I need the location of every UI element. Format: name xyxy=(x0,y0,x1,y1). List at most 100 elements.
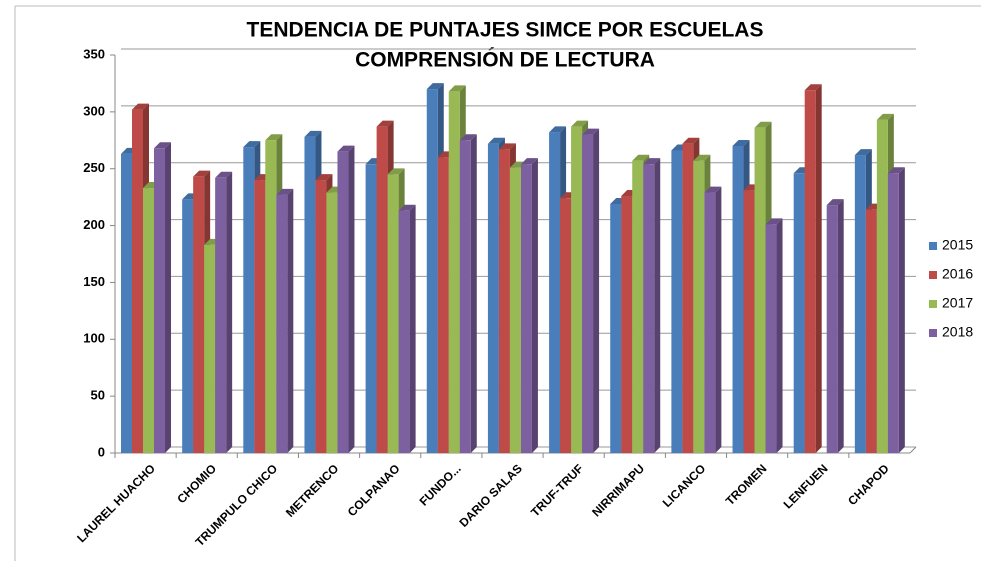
bar xyxy=(326,192,338,453)
bar xyxy=(265,140,277,454)
bar xyxy=(459,140,471,454)
bar-top xyxy=(804,84,822,91)
legend-label: 2018 xyxy=(942,324,973,340)
chart-subtitle: COMPRENSIÓN DE LECTURA xyxy=(355,48,655,72)
bar-side xyxy=(348,145,355,453)
legend-label: 2016 xyxy=(942,266,973,282)
bar xyxy=(276,194,288,453)
bar xyxy=(337,151,349,453)
bar xyxy=(193,176,205,453)
bar-top xyxy=(426,83,444,90)
bar-top xyxy=(398,204,416,211)
bar xyxy=(632,160,644,454)
bar-top xyxy=(682,137,700,144)
legend-swatch xyxy=(929,242,937,250)
bar xyxy=(621,196,633,453)
bar-top xyxy=(132,103,149,110)
bar-top xyxy=(549,126,567,133)
bar xyxy=(793,173,805,453)
legend-swatch xyxy=(929,300,937,308)
floor-edge xyxy=(909,446,917,454)
bar xyxy=(865,209,877,453)
bar-top xyxy=(732,139,750,146)
bar-top xyxy=(571,120,589,127)
bar-side xyxy=(470,134,477,454)
bar xyxy=(887,173,899,453)
bar-top xyxy=(459,134,477,141)
bar-top xyxy=(315,174,333,181)
bar xyxy=(387,174,399,453)
y-tick-label: 250 xyxy=(83,160,105,175)
bar-top xyxy=(376,120,394,127)
y-tick-label: 50 xyxy=(91,388,105,403)
bar-top xyxy=(265,134,283,141)
bar-top xyxy=(765,218,783,225)
bar xyxy=(682,143,694,453)
bar xyxy=(498,149,510,453)
bar-top xyxy=(243,141,261,148)
bar-side xyxy=(898,167,905,453)
bar-side xyxy=(837,199,844,453)
bar-top xyxy=(632,154,650,161)
bar-top xyxy=(498,143,516,150)
bar-side xyxy=(654,158,661,453)
bar xyxy=(571,126,583,453)
bar-top xyxy=(826,199,844,206)
bar-side xyxy=(715,186,722,453)
bar xyxy=(765,224,777,453)
bar xyxy=(643,164,655,453)
bar xyxy=(732,145,744,453)
bar-side xyxy=(815,84,822,453)
bar-side xyxy=(226,171,233,453)
bar-top xyxy=(487,137,505,144)
bar xyxy=(243,147,255,453)
bar-side xyxy=(409,204,416,453)
bar-top xyxy=(276,188,294,195)
bar xyxy=(121,153,132,453)
bar-top xyxy=(854,149,872,156)
y-tick-label: 100 xyxy=(83,331,105,346)
bar-side xyxy=(287,188,294,453)
bar-top xyxy=(387,168,405,175)
bar xyxy=(215,177,227,453)
y-tick-label: 200 xyxy=(83,217,105,232)
legend-swatch xyxy=(929,271,937,279)
bar xyxy=(560,198,572,453)
bar xyxy=(509,167,521,453)
legend-swatch xyxy=(929,329,937,337)
bar xyxy=(804,90,816,453)
bar-top xyxy=(704,186,722,193)
bar-top xyxy=(154,142,171,149)
bar-top xyxy=(520,158,538,165)
bar-side xyxy=(593,128,600,453)
bar xyxy=(448,91,460,453)
bar-top xyxy=(754,121,772,128)
bar-side xyxy=(776,218,783,453)
bar xyxy=(365,164,377,453)
bar xyxy=(876,119,888,454)
y-tick-label: 300 xyxy=(83,103,105,118)
bar xyxy=(854,155,866,453)
y-tick-label: 350 xyxy=(83,46,105,61)
y-tick-label: 0 xyxy=(98,444,105,459)
bar xyxy=(610,203,622,453)
bar xyxy=(826,205,838,453)
bar xyxy=(582,134,594,453)
bar-top xyxy=(215,171,233,178)
bar xyxy=(154,148,165,453)
bar xyxy=(182,199,194,453)
legend-label: 2015 xyxy=(942,237,973,253)
bar xyxy=(315,180,327,454)
bar xyxy=(376,126,388,453)
bar xyxy=(426,89,438,453)
bar xyxy=(549,132,561,453)
bar-top xyxy=(193,170,211,177)
bar-side xyxy=(165,142,171,453)
bar-top xyxy=(876,113,894,120)
legend-label: 2017 xyxy=(942,295,973,311)
bar xyxy=(143,188,154,453)
bar-side xyxy=(531,158,538,453)
chart-title: TENDENCIA DE PUNTAJES SIMCE POR ESCUELAS xyxy=(247,19,764,42)
bar xyxy=(254,180,266,454)
